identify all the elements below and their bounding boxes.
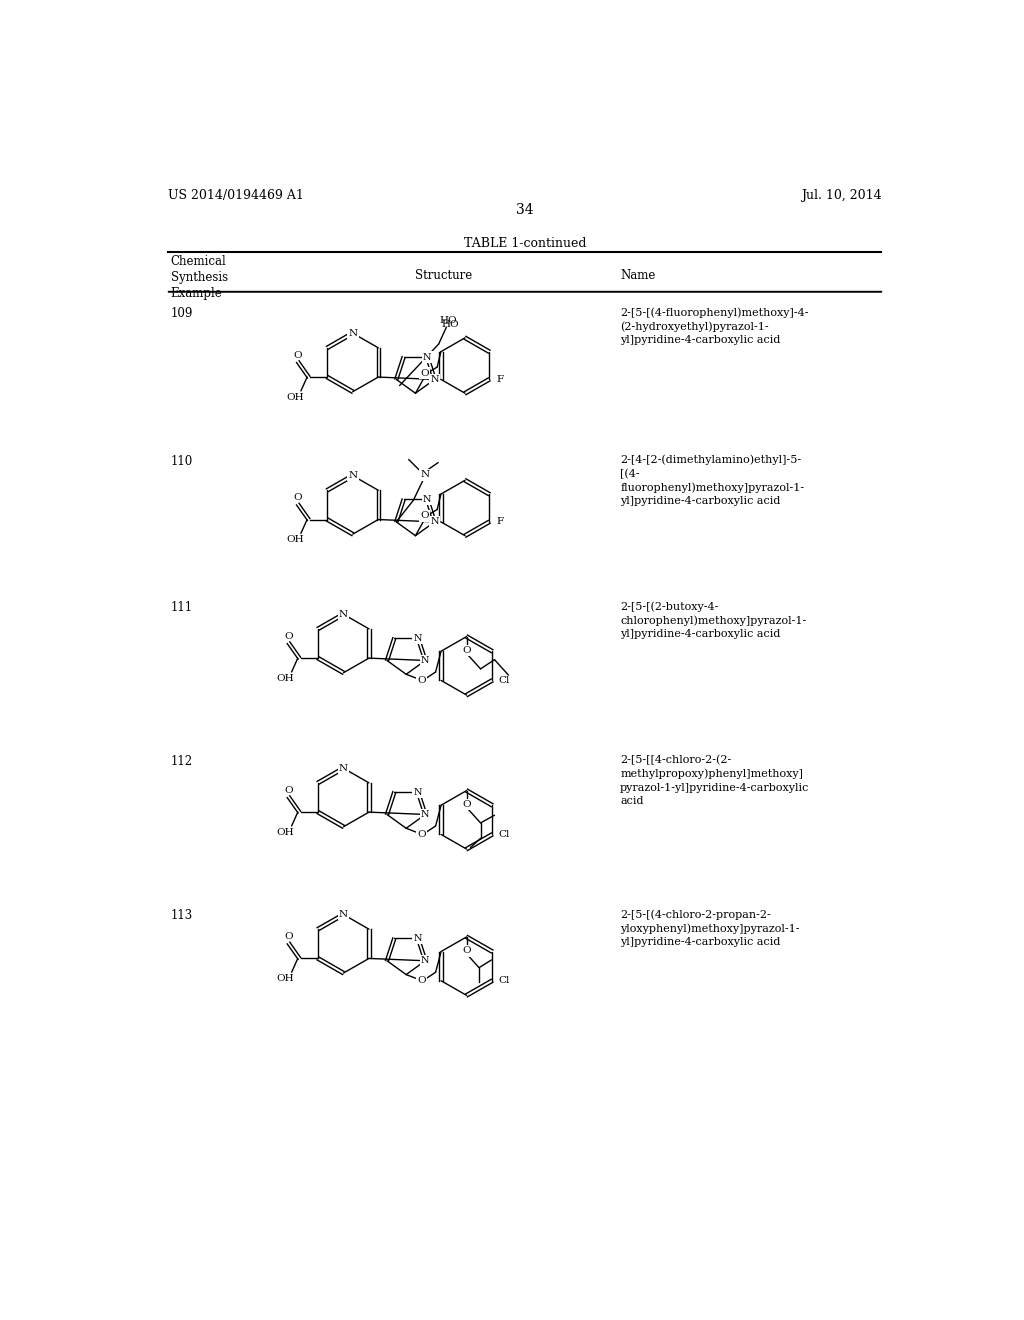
Text: O: O — [285, 632, 293, 642]
Text: O: O — [421, 368, 429, 378]
Text: N: N — [421, 956, 430, 965]
Text: O: O — [462, 645, 471, 655]
Text: N: N — [421, 810, 430, 818]
Text: N: N — [421, 656, 430, 665]
Text: OH: OH — [286, 535, 303, 544]
Text: Cl: Cl — [499, 676, 510, 685]
Text: N: N — [339, 610, 348, 619]
Text: N: N — [339, 909, 348, 919]
Text: F: F — [497, 375, 504, 384]
Text: OH: OH — [276, 673, 294, 682]
Text: 110: 110 — [171, 455, 193, 467]
Text: 111: 111 — [171, 601, 193, 614]
Text: OH: OH — [276, 974, 294, 983]
Text: 2-[5-[[4-chloro-2-(2-
methylpropoxy)phenyl]methoxy]
pyrazol-1-yl]pyridine-4-carb: 2-[5-[[4-chloro-2-(2- methylpropoxy)phen… — [621, 755, 810, 807]
Text: OH: OH — [276, 828, 294, 837]
Text: Chemical
Synthesis
Example: Chemical Synthesis Example — [171, 255, 227, 300]
Text: Structure: Structure — [415, 268, 472, 281]
Text: OH: OH — [286, 392, 303, 401]
Text: Cl: Cl — [499, 830, 510, 840]
Text: O: O — [418, 977, 426, 985]
Text: O: O — [294, 351, 302, 360]
Text: 34: 34 — [516, 203, 534, 216]
Text: O: O — [421, 511, 429, 520]
Text: F: F — [497, 517, 504, 527]
Text: HO: HO — [439, 317, 457, 325]
Text: 2-[5-[(4-chloro-2-propan-2-
yloxyphenyl)methoxy]pyrazol-1-
yl]pyridine-4-carboxy: 2-[5-[(4-chloro-2-propan-2- yloxyphenyl)… — [621, 909, 800, 946]
Text: 2-[5-[(4-fluorophenyl)methoxy]-4-
(2-hydroxyethyl)pyrazol-1-
yl]pyridine-4-carbo: 2-[5-[(4-fluorophenyl)methoxy]-4- (2-hyd… — [621, 308, 809, 345]
Text: N: N — [339, 764, 348, 772]
Text: N: N — [421, 470, 429, 479]
Text: O: O — [285, 932, 293, 941]
Text: O: O — [285, 787, 293, 795]
Text: Jul. 10, 2014: Jul. 10, 2014 — [801, 189, 882, 202]
Text: N: N — [414, 933, 422, 942]
Text: O: O — [462, 800, 471, 809]
Text: O: O — [418, 676, 426, 685]
Text: 2-[4-[2-(dimethylamino)ethyl]-5-
[(4-
fluorophenyl)methoxy]pyrazol-1-
yl]pyridin: 2-[4-[2-(dimethylamino)ethyl]-5- [(4- fl… — [621, 455, 804, 507]
Text: N: N — [414, 788, 422, 796]
Text: N: N — [423, 352, 431, 362]
Text: N: N — [414, 634, 422, 643]
Text: 109: 109 — [171, 308, 193, 319]
Text: N: N — [348, 471, 357, 480]
Text: N: N — [430, 375, 439, 384]
Text: 112: 112 — [171, 755, 193, 768]
Text: 113: 113 — [171, 909, 193, 923]
Text: HO: HO — [441, 321, 459, 329]
Text: US 2014/0194469 A1: US 2014/0194469 A1 — [168, 189, 304, 202]
Text: Cl: Cl — [499, 977, 510, 985]
Text: N: N — [423, 495, 431, 504]
Text: O: O — [294, 494, 302, 503]
Text: 2-[5-[(2-butoxy-4-
chlorophenyl)methoxy]pyrazol-1-
yl]pyridine-4-carboxylic acid: 2-[5-[(2-butoxy-4- chlorophenyl)methoxy]… — [621, 601, 806, 639]
Text: N: N — [348, 329, 357, 338]
Text: TABLE 1-continued: TABLE 1-continued — [464, 238, 586, 249]
Text: O: O — [462, 946, 471, 956]
Text: N: N — [430, 517, 439, 527]
Text: Name: Name — [621, 268, 655, 281]
Text: O: O — [418, 830, 426, 840]
